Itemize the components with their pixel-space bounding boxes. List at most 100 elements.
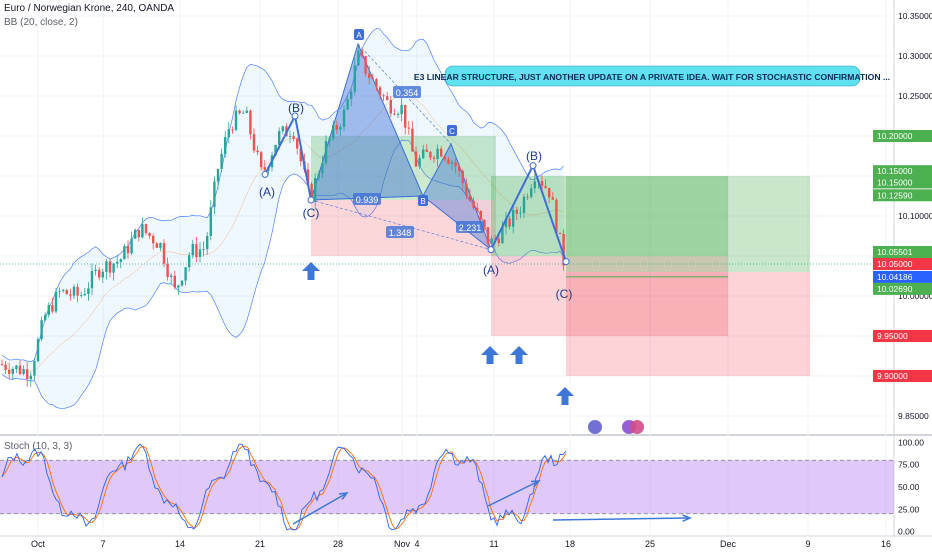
wave-label-c1: (C)	[303, 206, 320, 220]
stoch-tick-label: 25.00	[898, 504, 920, 514]
price-tick-label: 10.00000	[898, 291, 932, 301]
up-arrow-2	[481, 346, 499, 364]
time-tick-label: 14	[175, 539, 185, 549]
candle-body	[292, 136, 295, 139]
time-tick-label: Oct	[31, 539, 46, 549]
bb-indicator-label[interactable]: BB (20, close, 2)	[4, 17, 78, 28]
candle-body	[36, 339, 40, 362]
candle-body	[422, 149, 425, 159]
candle-body	[213, 181, 216, 208]
price-tag-bg	[873, 130, 932, 142]
candle-body	[400, 104, 403, 115]
price-tag-label: 10.15000	[877, 177, 913, 187]
candle-body	[263, 167, 266, 171]
candle-body	[166, 263, 169, 277]
candle-body	[436, 148, 439, 160]
candle-body	[148, 232, 151, 236]
pattern-point-c-bg	[447, 125, 457, 136]
candle-body	[486, 227, 490, 244]
candle-body	[65, 289, 68, 295]
price-tag-label: 10.05501	[877, 247, 913, 257]
candle-body	[393, 113, 396, 115]
wave-node	[261, 170, 269, 178]
candle-body	[371, 77, 374, 80]
candle-body	[180, 280, 184, 286]
ratio-label-2-bg	[353, 193, 381, 205]
candle-body	[382, 95, 385, 97]
candle-body	[173, 275, 176, 288]
price-tag-bg	[873, 282, 932, 295]
candle-body	[15, 365, 18, 369]
candle-body	[80, 295, 83, 296]
candle-body	[162, 243, 166, 264]
candle-body	[558, 232, 562, 234]
candle-body	[332, 125, 335, 139]
candle-body	[108, 261, 112, 273]
stoch-indicator-label[interactable]: Stoch (10, 3, 3)	[4, 441, 73, 452]
stoch-trend-arrow-1	[292, 492, 348, 525]
time-tick-label: 25	[645, 539, 655, 549]
candle-body	[278, 131, 281, 145]
candle-body	[548, 187, 551, 198]
wave-node	[487, 246, 495, 254]
candle-body	[440, 148, 443, 157]
wave-label-a1: (A)	[259, 185, 275, 199]
up-arrow-4	[556, 387, 574, 405]
candle-body	[339, 126, 342, 130]
price-tag-label: 10.05000	[877, 259, 913, 269]
long-target-zone-1	[311, 136, 496, 200]
up-arrow-3	[510, 346, 528, 364]
candle-body	[155, 243, 158, 248]
price-tag-label: 10.20000	[877, 131, 913, 141]
price-tag-label: 10.12590	[877, 190, 913, 200]
wave-label-a2: (A)	[483, 263, 499, 277]
candle-body	[159, 243, 162, 248]
candle-body	[260, 152, 263, 168]
candle-body	[191, 244, 194, 256]
candle-body	[353, 65, 356, 92]
candle-body	[11, 368, 14, 374]
candle-body	[378, 87, 382, 96]
candle-body	[389, 99, 392, 114]
candle-body	[252, 134, 256, 151]
candle-body	[562, 233, 565, 266]
idea-icon-1	[588, 420, 602, 434]
harmonic-ac	[357, 43, 452, 145]
candle-body	[202, 249, 205, 250]
candle-body	[425, 149, 428, 152]
price-tag-bg	[873, 245, 932, 258]
price-tick-label: 10.25000	[898, 91, 932, 101]
candle-body	[515, 209, 518, 214]
candle-body	[447, 159, 450, 164]
candle-body	[483, 219, 486, 228]
candle-body	[357, 50, 360, 66]
candle-body	[274, 144, 277, 156]
candle-body	[33, 361, 36, 376]
time-tick-label: 9	[805, 539, 810, 549]
candle-body	[123, 245, 126, 260]
time-tick-label: Nov	[394, 539, 411, 549]
candle-body	[522, 196, 526, 213]
candle-body	[130, 238, 133, 254]
candle-body	[188, 255, 191, 268]
candle-body	[368, 73, 371, 78]
wave-node	[562, 258, 570, 266]
candle-body	[544, 185, 547, 188]
candle-body	[44, 314, 47, 321]
candle-body	[407, 127, 410, 129]
price-tag-bg	[873, 270, 932, 283]
time-tick-label: 7	[100, 539, 105, 549]
wave-label-b1: (B)	[288, 101, 304, 115]
long-stop-zone-2	[491, 256, 728, 336]
candle-body	[116, 261, 119, 264]
candle-body	[234, 110, 238, 130]
candle-body	[198, 249, 202, 257]
candle-body	[152, 235, 155, 244]
candle-body	[533, 181, 536, 189]
candle-body	[526, 196, 529, 198]
candle-body	[119, 259, 122, 262]
candle-body	[418, 158, 421, 167]
callout-box	[444, 65, 861, 87]
